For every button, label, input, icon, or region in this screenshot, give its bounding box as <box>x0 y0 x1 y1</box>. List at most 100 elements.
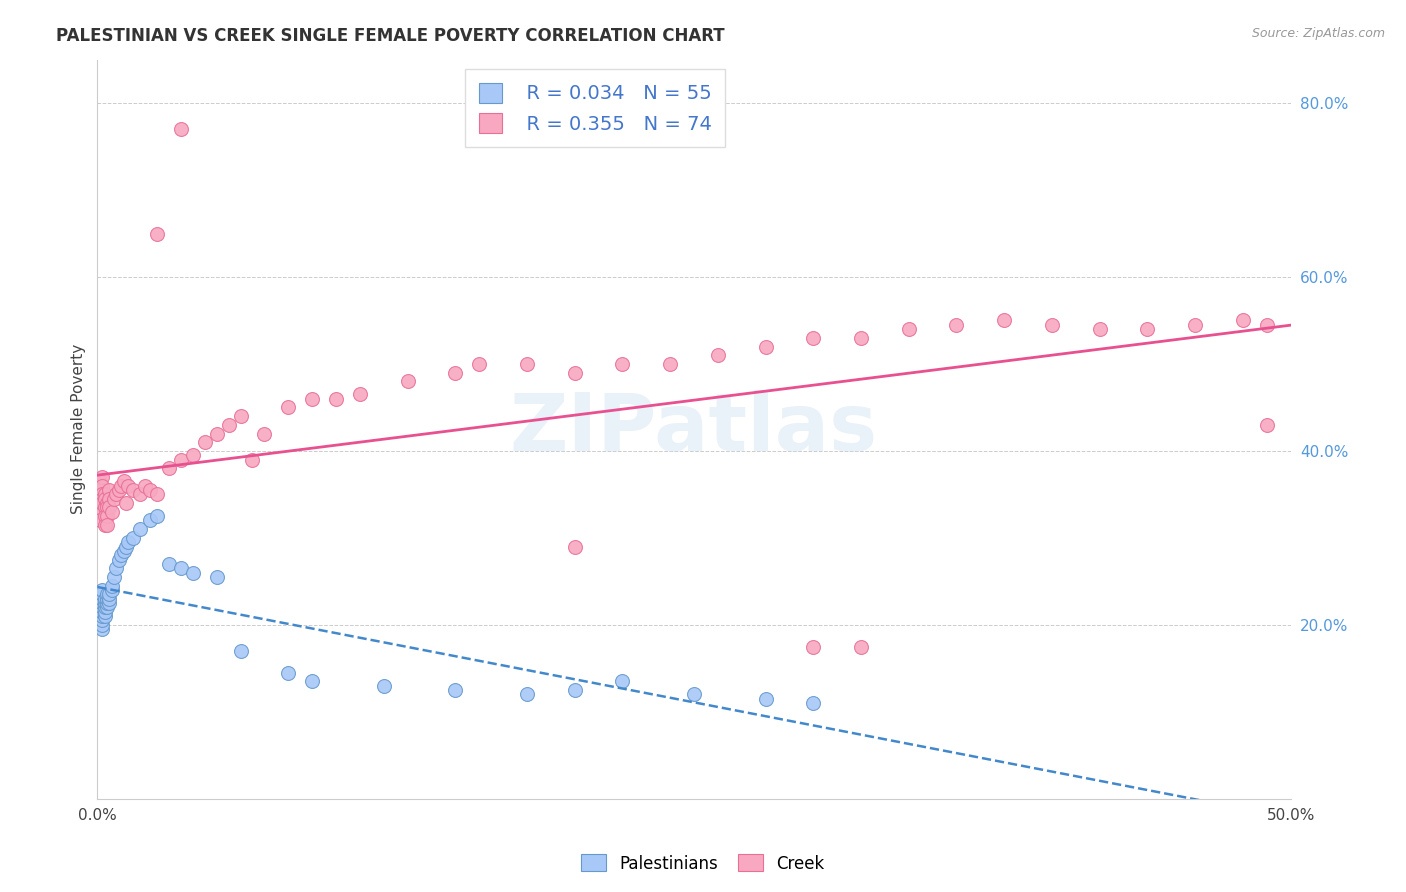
Point <box>93 500 115 515</box>
Point <box>157 461 180 475</box>
Point <box>612 357 634 371</box>
Point <box>93 605 115 619</box>
Point <box>564 540 586 554</box>
Point <box>242 452 264 467</box>
Point <box>96 600 118 615</box>
Point <box>110 549 132 563</box>
Point <box>205 426 228 441</box>
Point <box>373 679 395 693</box>
Legend: Palestinians, Creek: Palestinians, Creek <box>575 847 831 880</box>
Point <box>170 452 193 467</box>
Point <box>98 500 121 515</box>
Point <box>98 491 121 506</box>
Text: PALESTINIAN VS CREEK SINGLE FEMALE POVERTY CORRELATION CHART: PALESTINIAN VS CREEK SINGLE FEMALE POVER… <box>56 27 725 45</box>
Point <box>755 340 778 354</box>
Point <box>89 514 111 528</box>
Point <box>1232 313 1254 327</box>
Point <box>117 479 139 493</box>
Point <box>91 596 114 610</box>
Point <box>139 483 162 497</box>
Point <box>1088 322 1111 336</box>
Point <box>89 596 111 610</box>
Point <box>100 582 122 597</box>
Point <box>115 496 138 510</box>
Point <box>96 587 118 601</box>
Point <box>98 587 121 601</box>
Legend:   R = 0.034   N = 55,   R = 0.355   N = 74: R = 0.034 N = 55, R = 0.355 N = 74 <box>465 70 725 147</box>
Point <box>146 227 169 241</box>
Point <box>110 479 132 493</box>
Point <box>157 557 180 571</box>
Point <box>139 514 162 528</box>
Point <box>349 387 371 401</box>
Point <box>659 357 682 371</box>
Point <box>129 487 152 501</box>
Point <box>277 665 299 680</box>
Point <box>103 491 125 506</box>
Text: ZIPatlas: ZIPatlas <box>510 390 879 468</box>
Point <box>849 640 872 654</box>
Point <box>112 544 135 558</box>
Point <box>91 487 114 501</box>
Point <box>96 591 118 606</box>
Point <box>93 600 115 615</box>
Point <box>93 591 115 606</box>
Point <box>112 475 135 489</box>
Point <box>91 617 114 632</box>
Point <box>146 487 169 501</box>
Point <box>91 470 114 484</box>
Point <box>91 605 114 619</box>
Point <box>396 375 419 389</box>
Point <box>1256 318 1278 332</box>
Point <box>93 509 115 524</box>
Point <box>91 622 114 636</box>
Point <box>170 561 193 575</box>
Point <box>89 587 111 601</box>
Point <box>253 426 276 441</box>
Point <box>229 644 252 658</box>
Point <box>89 591 111 606</box>
Point <box>218 417 240 432</box>
Point <box>91 582 114 597</box>
Point <box>91 587 114 601</box>
Point <box>301 674 323 689</box>
Point <box>96 496 118 510</box>
Point <box>117 535 139 549</box>
Point <box>181 566 204 580</box>
Point <box>1040 318 1063 332</box>
Point <box>993 313 1015 327</box>
Point <box>683 687 706 701</box>
Point <box>301 392 323 406</box>
Point <box>103 570 125 584</box>
Y-axis label: Single Female Poverty: Single Female Poverty <box>72 344 86 515</box>
Point <box>93 596 115 610</box>
Point <box>91 609 114 624</box>
Point <box>194 435 217 450</box>
Point <box>96 596 118 610</box>
Point <box>105 487 128 501</box>
Point <box>91 496 114 510</box>
Point <box>897 322 920 336</box>
Point <box>181 448 204 462</box>
Point <box>91 614 114 628</box>
Point <box>98 591 121 606</box>
Point <box>96 517 118 532</box>
Point <box>801 331 824 345</box>
Point <box>564 683 586 698</box>
Point <box>122 531 145 545</box>
Point <box>100 505 122 519</box>
Point <box>96 509 118 524</box>
Point <box>170 122 193 136</box>
Point <box>325 392 347 406</box>
Point <box>108 483 131 497</box>
Point <box>516 687 538 701</box>
Point <box>89 605 111 619</box>
Point <box>91 591 114 606</box>
Point <box>444 683 467 698</box>
Point <box>98 483 121 497</box>
Point <box>1256 417 1278 432</box>
Point <box>205 570 228 584</box>
Point <box>612 674 634 689</box>
Point <box>801 696 824 710</box>
Point <box>1184 318 1206 332</box>
